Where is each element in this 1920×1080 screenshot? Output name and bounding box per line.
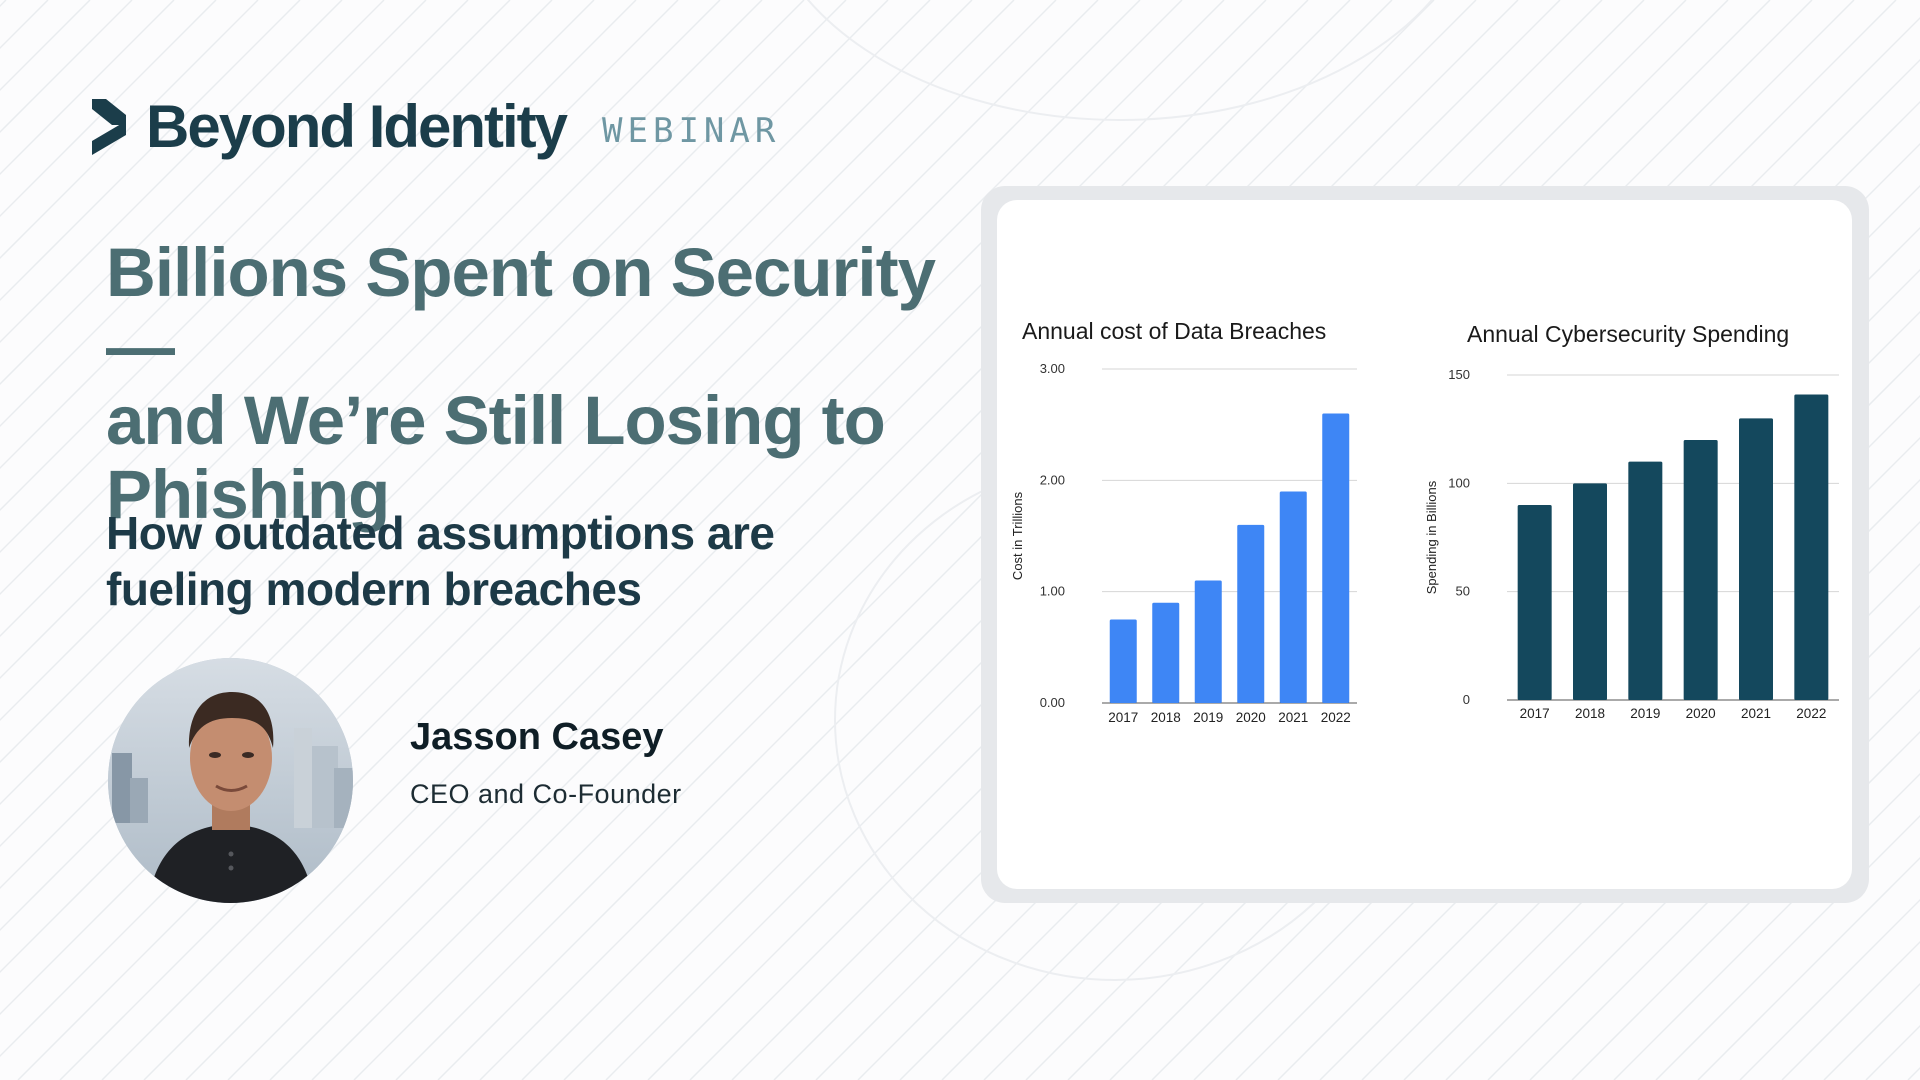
y-tick-label: 150 [1448, 367, 1470, 382]
speaker-avatar [108, 658, 353, 903]
title-line: Phishing [106, 456, 390, 533]
background-stripe [101, 0, 1183, 1080]
background-stripe [0, 0, 217, 218]
background-stripe [1865, 1024, 1920, 1080]
background-stripe [1907, 1066, 1920, 1080]
y-tick-label: 0 [1463, 692, 1470, 707]
y-tick-label: 1.00 [1040, 584, 1065, 599]
y-tick-label: 0.00 [1040, 695, 1065, 710]
bar [1322, 413, 1350, 703]
page-title: Billions Spent on Security— and We’re St… [106, 236, 966, 532]
background-stripe [0, 0, 553, 554]
x-tick-label: 2019 [1193, 710, 1223, 725]
page-subtitle: How outdated assumptions are fueling mod… [106, 505, 866, 617]
background-arc [806, 0, 1434, 121]
background-stripe [143, 0, 1225, 1080]
bar [1279, 491, 1307, 703]
x-tick-label: 2017 [1520, 706, 1550, 721]
background-stripe [0, 0, 259, 260]
security-spending-chart: Annual Cybersecurity Spending 0 50 100 150 Sp… [1424, 321, 1839, 721]
x-tick-label: 2020 [1236, 710, 1266, 725]
bar [1109, 619, 1137, 703]
background-stripe [185, 0, 1267, 1080]
background-stripe [0, 0, 7, 8]
background-stripe [0, 0, 1015, 1016]
x-tick-label: 2022 [1321, 710, 1351, 725]
x-tick-label: 2019 [1630, 706, 1660, 721]
background-stripe [0, 0, 469, 470]
subtitle-line: How outdated assumptions are [106, 507, 775, 559]
x-tick-label: 2020 [1686, 706, 1716, 721]
background-stripe [0, 0, 427, 428]
x-tick-label: 2021 [1741, 706, 1771, 721]
background-stripe [1697, 856, 1920, 1080]
bar [1683, 440, 1718, 700]
chart-card: Annual cost of Data Breaches 0.00 1.00 2.00… [997, 200, 1852, 889]
bar [1739, 418, 1773, 700]
background-stripe [0, 0, 973, 974]
speaker-role: CEO and Co-Founder [410, 779, 682, 809]
background-stripe [437, 0, 1519, 1080]
background-stripe [0, 0, 595, 596]
x-tick-label: 2021 [1278, 710, 1308, 725]
webinar-tag: WEBINAR [602, 110, 781, 151]
title-line: Billions Spent on Security— [106, 234, 936, 385]
speaker-name: Jasson Casey [410, 716, 664, 758]
brand-logo: Beyond Identity WEBINAR [92, 92, 780, 161]
y-tick-label: 100 [1448, 475, 1470, 490]
background-stripe [0, 0, 931, 932]
background-stripe [0, 0, 721, 722]
bar [1628, 461, 1663, 700]
chart-title: Annual Cybersecurity Spending [1467, 321, 1789, 347]
y-tick-label: 2.00 [1040, 472, 1065, 487]
y-axis-label: Spending in Billions [1424, 480, 1439, 594]
background-stripe [0, 0, 763, 764]
bar [1794, 394, 1829, 700]
bar [1194, 580, 1222, 703]
title-line: and We’re Still Losing to [106, 382, 886, 459]
subtitle-line: fueling modern breaches [106, 563, 642, 615]
breach-cost-chart: Annual cost of Data Breaches 0.00 1.00 2.00… [1010, 318, 1357, 725]
background-stripe [0, 0, 343, 344]
background-stripe [0, 0, 385, 386]
brand-name: Beyond Identity [146, 93, 568, 160]
speaker-photo [108, 658, 353, 903]
background-stripe [0, 0, 301, 302]
bar [1237, 524, 1265, 703]
y-tick-label: 50 [1456, 584, 1470, 599]
bar [1517, 505, 1552, 700]
background-stripe [353, 0, 1435, 1080]
background-stripe [0, 0, 1057, 1058]
x-tick-label: 2018 [1575, 706, 1605, 721]
background-stripe [0, 0, 847, 848]
background-stripe [0, 0, 91, 92]
background-stripe [0, 0, 511, 512]
x-tick-label: 2017 [1108, 710, 1138, 725]
background-stripe [269, 0, 1351, 1080]
x-tick-label: 2022 [1796, 706, 1826, 721]
background-stripe [395, 0, 1477, 1080]
background-stripe [17, 0, 1099, 1080]
y-tick-label: 3.00 [1040, 361, 1065, 376]
beyond-identity-logo-icon [92, 98, 126, 155]
background-stripe [0, 0, 889, 890]
background-stripe [0, 0, 805, 806]
background-stripe [227, 0, 1309, 1080]
bar [1573, 483, 1607, 700]
x-tick-label: 2018 [1151, 710, 1181, 725]
background-stripe [0, 0, 679, 680]
y-axis-label: Cost in Trillions [1010, 491, 1025, 580]
background-stripe [0, 0, 637, 638]
chart-title: Annual cost of Data Breaches [1022, 318, 1326, 344]
background-stripe [311, 0, 1393, 1080]
bar [1152, 602, 1180, 703]
background-stripe [0, 0, 49, 50]
